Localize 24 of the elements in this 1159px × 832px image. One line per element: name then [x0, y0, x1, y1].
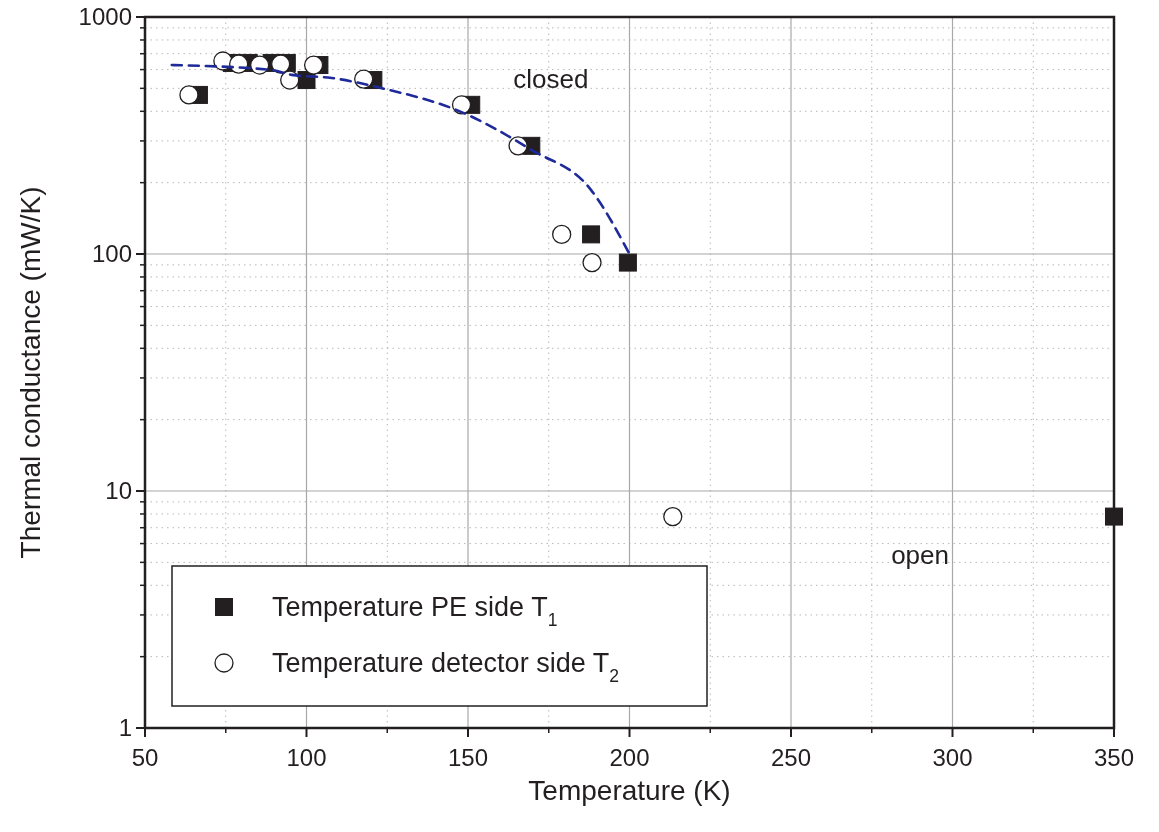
x-tick-label: 150 [447, 744, 489, 771]
annotation: closed [513, 64, 589, 95]
point [663, 506, 683, 527]
y-axis-title: Thermal conductance (mW/K) [15, 186, 46, 559]
x-tick-label: 300 [932, 744, 973, 771]
point [179, 85, 199, 105]
y-tick-label: 10 [105, 477, 132, 504]
point [582, 252, 602, 273]
x-axis-title: Temperature (K) [528, 775, 731, 806]
x-tick-label: 250 [770, 744, 812, 771]
legend-label: Temperature PE side T$_{1}$ [272, 592, 558, 630]
x-tick-label: 350 [1093, 744, 1135, 771]
y-tick-label: 1000 [78, 3, 132, 30]
y-tick-label: 100 [91, 240, 132, 267]
x-tick-label: 100 [286, 744, 327, 771]
point [303, 55, 324, 75]
x-tick-label: 50 [131, 744, 159, 771]
annotation: open [891, 540, 949, 571]
legend-label: Temperature detector side T$_{2}$ [272, 648, 619, 686]
point [618, 253, 637, 272]
x-tick-label: 200 [609, 744, 650, 771]
y-tick-label: 1 [118, 714, 132, 741]
point [1105, 507, 1123, 526]
point [582, 225, 601, 244]
